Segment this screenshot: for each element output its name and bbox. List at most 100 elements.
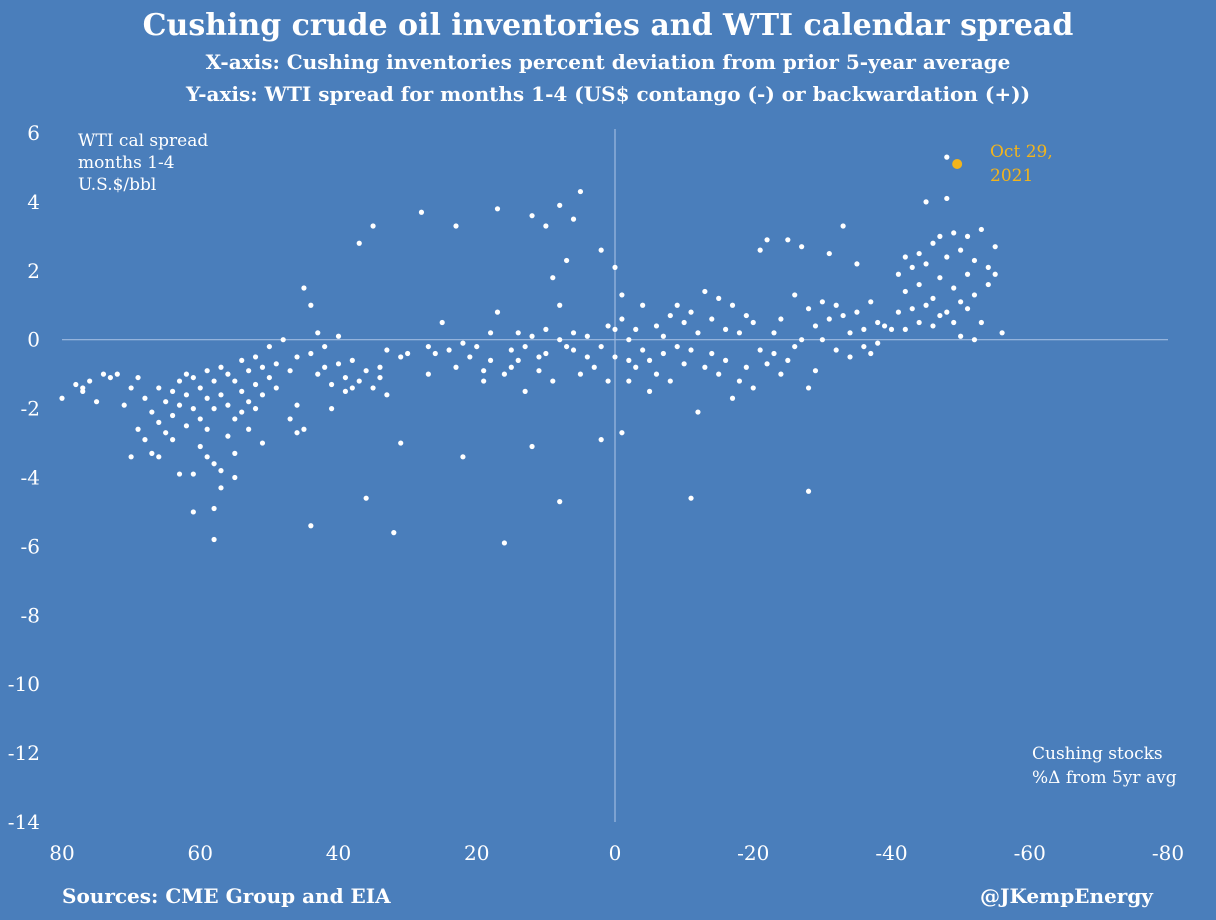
data-point	[135, 374, 141, 381]
y-tick-label: 0	[27, 328, 40, 352]
data-point	[944, 195, 950, 202]
data-point	[674, 343, 680, 350]
data-point	[100, 371, 107, 377]
data-point	[667, 312, 673, 319]
data-point	[964, 233, 971, 239]
data-point	[695, 409, 701, 415]
data-point	[474, 343, 480, 350]
data-point	[944, 254, 950, 260]
data-point	[937, 233, 943, 239]
data-point	[951, 319, 957, 326]
data-point	[923, 302, 929, 308]
data-point	[218, 364, 224, 370]
data-point	[971, 292, 978, 298]
data-point	[951, 230, 957, 236]
data-point	[543, 223, 549, 229]
data-point	[73, 381, 79, 388]
x-tick-label: -60	[1014, 841, 1046, 865]
data-point	[868, 299, 874, 305]
data-point	[930, 295, 936, 301]
data-point	[861, 326, 867, 332]
data-point	[792, 292, 798, 298]
data-point	[322, 343, 328, 350]
data-point	[529, 333, 535, 339]
data-point	[280, 337, 286, 343]
data-point	[232, 378, 238, 384]
y-tick-label: -14	[8, 810, 40, 834]
data-point	[750, 385, 756, 391]
data-point	[211, 536, 217, 543]
data-point	[342, 388, 349, 394]
data-point	[847, 354, 853, 360]
data-point	[723, 357, 729, 363]
x-tick-label: -20	[737, 841, 769, 865]
data-point	[633, 326, 639, 332]
data-point	[487, 357, 494, 363]
data-point	[294, 402, 300, 408]
data-point	[218, 392, 224, 398]
data-point	[363, 368, 369, 374]
data-point	[564, 343, 570, 350]
data-point	[93, 399, 100, 405]
data-point	[653, 323, 660, 329]
chart-subtitle-y: Y-axis: WTI spread for months 1-4 (US$ c…	[185, 82, 1031, 106]
data-point	[695, 330, 701, 336]
data-point	[515, 330, 521, 336]
data-point	[626, 337, 632, 343]
data-point	[902, 288, 908, 295]
data-point	[356, 240, 362, 246]
data-point	[204, 454, 210, 460]
data-point	[584, 333, 590, 339]
data-point	[709, 316, 715, 322]
data-point	[971, 257, 978, 264]
data-point	[868, 350, 874, 357]
data-point	[190, 406, 196, 412]
data-point	[246, 399, 252, 405]
data-point	[944, 309, 950, 315]
data-point	[805, 306, 812, 312]
data-point	[557, 202, 563, 208]
data-point	[750, 319, 756, 326]
data-point	[398, 440, 404, 446]
data-point	[239, 409, 245, 415]
highlight-annotation: Oct 29, 2021	[990, 142, 1053, 186]
data-point	[805, 385, 812, 391]
data-point	[709, 350, 715, 357]
data-point	[467, 354, 473, 360]
data-point	[384, 347, 390, 353]
data-point	[377, 374, 383, 381]
data-point	[259, 364, 266, 370]
data-point	[149, 450, 155, 456]
data-point	[349, 357, 355, 363]
data-point	[80, 385, 86, 391]
data-point	[736, 330, 743, 336]
data-point	[626, 357, 632, 363]
data-point	[308, 302, 314, 308]
data-point	[204, 426, 210, 432]
data-point	[142, 395, 148, 401]
data-point	[999, 330, 1005, 336]
data-point	[149, 409, 155, 415]
data-point	[273, 385, 279, 391]
data-point	[764, 237, 770, 243]
data-point	[633, 364, 639, 370]
data-point	[584, 354, 590, 360]
data-point	[460, 454, 466, 460]
data-point	[315, 330, 321, 336]
data-point	[391, 530, 397, 536]
data-point	[812, 368, 819, 374]
data-point	[239, 388, 245, 394]
data-point	[294, 354, 300, 360]
author-credit: @JKempEnergy	[980, 884, 1153, 908]
data-point	[170, 412, 176, 419]
data-point	[183, 392, 190, 398]
data-point	[439, 319, 445, 326]
data-point	[847, 330, 853, 336]
data-point	[557, 499, 563, 505]
data-point	[626, 378, 632, 384]
data-point	[978, 226, 984, 233]
data-point	[612, 264, 618, 270]
data-point	[723, 326, 729, 332]
y-axis-label: WTI cal spread months 1-4 U.S.$/bbl	[78, 131, 209, 195]
data-point	[232, 416, 238, 422]
